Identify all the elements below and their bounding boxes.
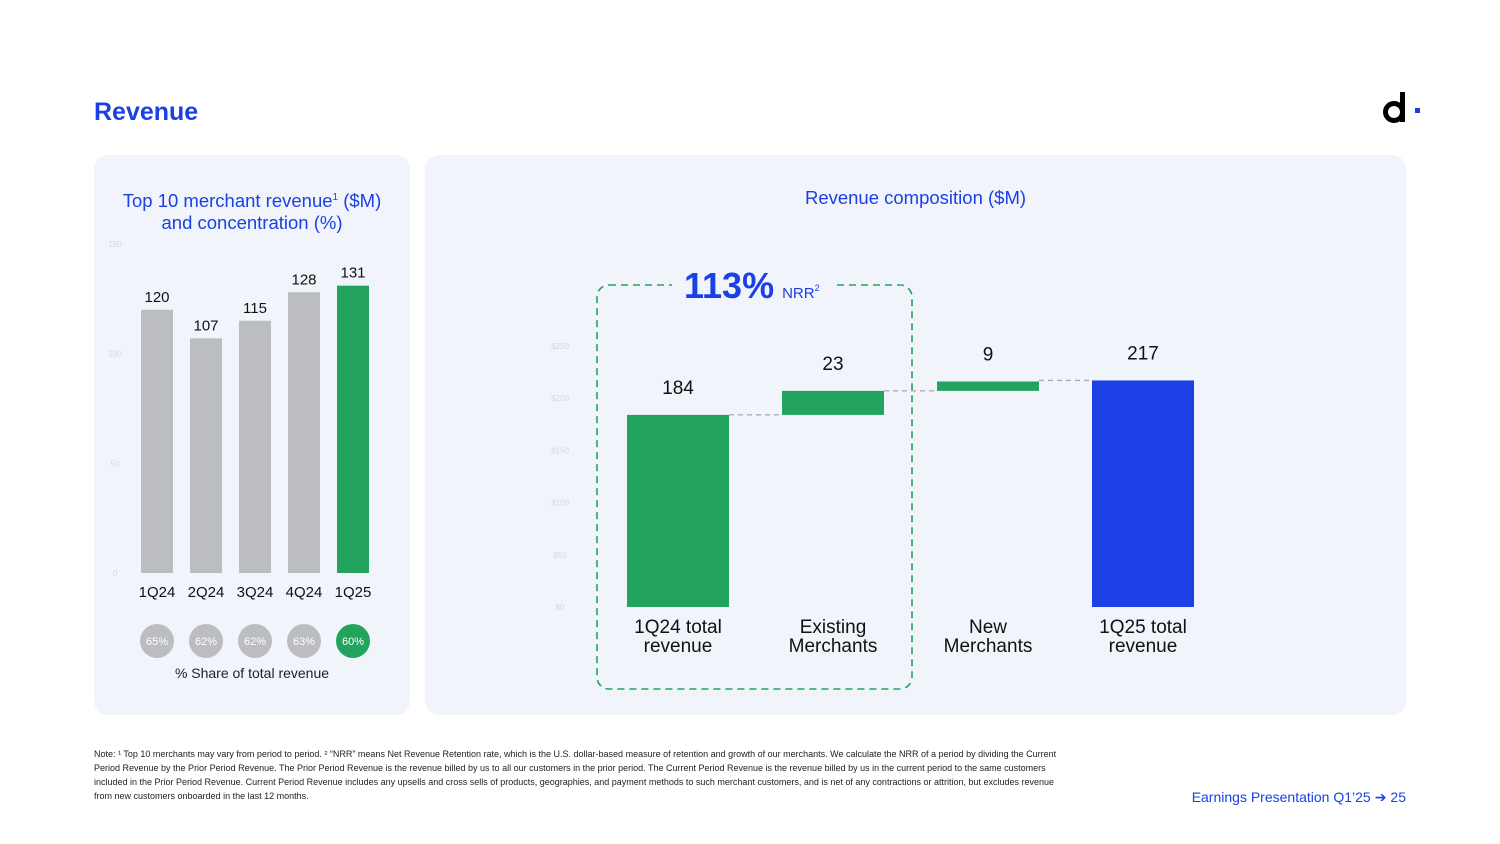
y-tick-label: $0 xyxy=(556,603,565,612)
footer-label: Earnings Presentation Q1’25 xyxy=(1191,789,1371,805)
waterfall-category-label: 1Q25 total xyxy=(1099,617,1187,638)
nrr-label: 113% NRR2 xyxy=(684,265,820,306)
waterfall-category-label: revenue xyxy=(644,636,713,657)
bar-2Q24 xyxy=(190,338,222,573)
waterfall-bar xyxy=(937,381,1039,391)
share-value-label: 60% xyxy=(342,636,364,648)
waterfall-value-label: 9 xyxy=(983,344,994,365)
page-footer: Earnings Presentation Q1’25 ➔ 25 xyxy=(1188,789,1406,806)
bar-value-label: 107 xyxy=(193,317,218,334)
page-number: 25 xyxy=(1390,789,1406,805)
share-circle xyxy=(238,624,272,658)
merchant-title-unit: ($M) xyxy=(338,190,382,212)
bar-value-label: 115 xyxy=(243,300,267,317)
page-title: Revenue xyxy=(94,98,199,126)
bar-value-label: 120 xyxy=(144,289,169,306)
x-tick-label: 1Q24 xyxy=(139,584,176,601)
x-tick-label: 2Q24 xyxy=(188,584,225,601)
x-tick-label: 3Q24 xyxy=(237,584,274,601)
x-tick-label: 1Q25 xyxy=(335,584,372,601)
bar-1Q25 xyxy=(337,285,369,573)
share-circle xyxy=(140,624,174,658)
arrow-right-icon: ➔ xyxy=(1374,789,1387,805)
merchant-title-main: Top 10 merchant revenue xyxy=(122,190,333,212)
brand-logo xyxy=(1383,92,1420,123)
merchant-title-footnote-ref: 1 xyxy=(332,192,339,203)
waterfall-bar xyxy=(782,390,884,415)
y-tick-label: $50 xyxy=(553,551,567,560)
bar-value-label: 131 xyxy=(340,265,365,282)
revenue-composition-panel xyxy=(425,155,1406,715)
share-value-label: 63% xyxy=(293,636,315,648)
bar-4Q24 xyxy=(288,292,320,573)
merchant-title-line2: and concentration (%) xyxy=(161,212,343,234)
waterfall-category-label: Merchants xyxy=(944,636,1033,657)
nrr-value: 113% xyxy=(684,265,774,306)
y-tick-label: 150 xyxy=(108,240,122,249)
y-tick-label: 100 xyxy=(108,350,122,359)
nrr-footnote-ref: 2 xyxy=(815,283,820,293)
nrr-label-background xyxy=(672,270,832,300)
share-caption: % Share of total revenue xyxy=(174,665,330,681)
y-tick-label: 0 xyxy=(113,569,118,578)
bar-value-label: 128 xyxy=(291,271,316,288)
bar-3Q24 xyxy=(239,320,271,573)
share-value-label: 65% xyxy=(146,636,168,648)
waterfall-bar xyxy=(627,414,729,607)
share-circle xyxy=(336,624,370,658)
share-value-label: 62% xyxy=(195,636,217,648)
waterfall-category-label: revenue xyxy=(1109,636,1178,657)
y-tick-label: $100 xyxy=(551,499,569,508)
waterfall-category-label: Existing xyxy=(800,617,867,638)
waterfall-value-label: 23 xyxy=(822,354,843,375)
waterfall-category-label: New xyxy=(969,617,1007,638)
x-tick-label: 4Q24 xyxy=(286,584,323,601)
waterfall-category-label: Merchants xyxy=(789,636,878,657)
y-tick-label: $200 xyxy=(551,394,569,403)
share-value-label: 62% xyxy=(244,636,266,648)
nrr-text: NRR xyxy=(782,285,815,302)
footnote: Note: ¹ Top 10 merchants may vary from p… xyxy=(94,749,1057,801)
y-tick-label: $150 xyxy=(551,446,569,455)
share-circle xyxy=(287,624,321,658)
revenue-composition-chart-title: Revenue composition ($M) xyxy=(804,187,1027,208)
bar-1Q24 xyxy=(141,309,173,573)
y-tick-label: 50 xyxy=(111,459,120,468)
waterfall-value-label: 217 xyxy=(1127,343,1159,364)
waterfall-bar xyxy=(1092,380,1194,607)
y-tick-label: $250 xyxy=(551,342,569,351)
waterfall-category-label: 1Q24 total xyxy=(634,617,722,638)
merchant-revenue-chart-title: Top 10 merchant revenue1 ($M) and concen… xyxy=(104,187,400,234)
waterfall-value-label: 184 xyxy=(662,378,694,399)
share-circle xyxy=(189,624,223,658)
